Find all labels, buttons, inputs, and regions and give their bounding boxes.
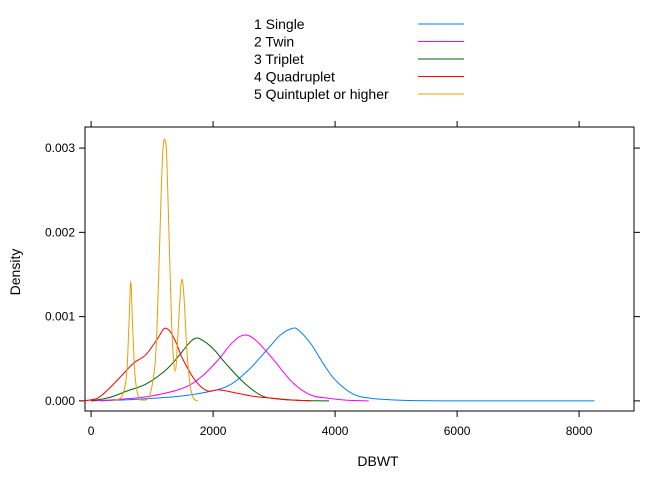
legend-label-2: 2 Twin [254, 34, 294, 50]
x-axis-label: DBWT [357, 453, 399, 469]
series-line-2 [91, 334, 369, 402]
legend-label-5: 5 Quintuplet or higher [254, 86, 389, 102]
series-layer [81, 138, 595, 402]
x-tick-label: 4000 [322, 424, 349, 438]
y-tick-label: 0.003 [45, 141, 75, 155]
x-tick-label: 6000 [444, 424, 471, 438]
y-axis-label: Density [7, 249, 23, 296]
x-tick-label: 0 [88, 424, 95, 438]
legend-label-4: 4 Quadruplet [254, 69, 335, 85]
series-line-5 [112, 138, 199, 402]
x-tick-label: 2000 [200, 424, 227, 438]
plot-frame [84, 126, 635, 412]
series-line-4 [81, 327, 311, 402]
legend-label-1: 1 Single [254, 16, 305, 32]
x-tick-label: 8000 [566, 424, 593, 438]
y-tick-label: 0.001 [45, 310, 75, 324]
series-line-1 [100, 327, 595, 402]
legend-label-3: 3 Triplet [254, 51, 304, 67]
y-tick-label: 0.002 [45, 225, 75, 239]
y-tick-label: 0.000 [45, 394, 75, 408]
axes: 0 2000 4000 6000 8000 0.000 0.001 0.002 0.003 [45, 121, 640, 438]
